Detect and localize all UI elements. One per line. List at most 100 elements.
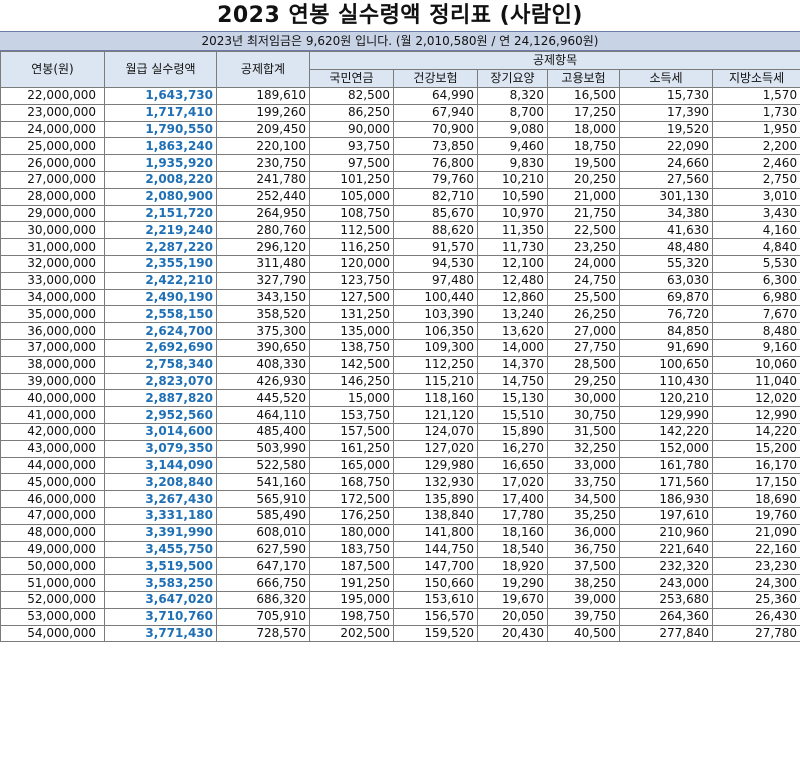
- employment-insurance-cell: 37,500: [547, 557, 620, 576]
- long-term-care-cell: 9,080: [477, 120, 548, 139]
- employment-insurance-cell: 33,750: [547, 473, 620, 492]
- health-insurance-cell: 103,390: [393, 305, 478, 324]
- local-income-tax-cell: 7,670: [711, 305, 800, 324]
- employment-insurance-cell: 31,500: [547, 422, 620, 441]
- table-row: 47,000,000 3,331,180 585,490 176,250 138,840…: [0, 506, 800, 525]
- net-pay-cell: 1,790,550: [104, 120, 217, 139]
- national-pension-cell: 195,000: [309, 590, 394, 609]
- health-insurance-cell: 129,980: [393, 456, 478, 475]
- net-pay-cell: 3,079,350: [104, 439, 217, 458]
- health-insurance-cell: 112,250: [393, 355, 478, 374]
- employment-insurance-cell: 24,750: [547, 271, 620, 290]
- health-insurance-cell: 132,930: [393, 473, 478, 492]
- salary-cell: 25,000,000: [0, 137, 105, 156]
- local-income-tax-cell: 6,300: [711, 271, 800, 290]
- local-income-tax-cell: 5,530: [711, 254, 800, 273]
- table-row: 22,000,000 1,643,730 189,610 82,500 64,990 8,…: [0, 87, 800, 105]
- health-insurance-cell: 138,840: [393, 506, 478, 525]
- national-pension-cell: 157,500: [309, 422, 394, 441]
- national-pension-cell: 180,000: [309, 523, 394, 542]
- local-income-tax-cell: 3,010: [711, 187, 800, 206]
- net-pay-cell: 2,758,340: [104, 355, 217, 374]
- income-tax-cell: 152,000: [619, 439, 713, 458]
- employment-insurance-cell: 18,000: [547, 120, 620, 139]
- net-pay-cell: 2,692,690: [104, 338, 217, 357]
- table-row: 44,000,000 3,144,090 522,580 165,000 129,980…: [0, 456, 800, 475]
- deduction-total-cell: 189,610: [216, 87, 310, 105]
- employment-insurance-cell: 34,500: [547, 490, 620, 508]
- local-income-tax-cell: 24,300: [711, 574, 800, 592]
- salary-cell: 24,000,000: [0, 120, 105, 139]
- local-income-tax-cell: 21,090: [711, 523, 800, 542]
- net-pay-cell: 2,080,900: [104, 187, 217, 206]
- deduction-total-cell: 408,330: [216, 355, 310, 374]
- employment-insurance-cell: 24,000: [547, 254, 620, 273]
- employment-insurance-cell: 36,000: [547, 523, 620, 542]
- health-insurance-cell: 76,800: [393, 154, 478, 172]
- local-income-tax-cell: 1,570: [711, 87, 800, 105]
- income-tax-cell: 22,090: [619, 137, 713, 156]
- deduction-total-cell: 728,570: [216, 624, 310, 643]
- salary-cell: 53,000,000: [0, 607, 105, 626]
- net-pay-cell: 3,331,180: [104, 506, 217, 525]
- health-insurance-cell: 94,530: [393, 254, 478, 273]
- employment-insurance-cell: 17,250: [547, 103, 620, 122]
- table-row: 45,000,000 3,208,840 541,160 168,750 132,930…: [0, 473, 800, 492]
- net-pay-cell: 2,008,220: [104, 170, 217, 189]
- salary-cell: 47,000,000: [0, 506, 105, 525]
- income-tax-cell: 100,650: [619, 355, 713, 374]
- income-tax-cell: 197,610: [619, 506, 713, 525]
- national-pension-cell: 120,000: [309, 254, 394, 273]
- income-tax-cell: 253,680: [619, 590, 713, 609]
- deduction-total-cell: 327,790: [216, 271, 310, 290]
- long-term-care-cell: 17,020: [477, 473, 548, 492]
- salary-cell: 33,000,000: [0, 271, 105, 290]
- salary-cell: 54,000,000: [0, 624, 105, 643]
- local-income-tax-cell: 12,020: [711, 389, 800, 408]
- deduction-total-cell: 608,010: [216, 523, 310, 542]
- table-row: 50,000,000 3,519,500 647,170 187,500 147,700…: [0, 557, 800, 576]
- net-pay-cell: 1,863,240: [104, 137, 217, 156]
- national-pension-cell: 146,250: [309, 372, 394, 391]
- employment-insurance-cell: 30,750: [547, 406, 620, 424]
- local-income-tax-cell: 10,060: [711, 355, 800, 374]
- local-income-tax-cell: 2,750: [711, 170, 800, 189]
- employment-insurance-cell: 39,750: [547, 607, 620, 626]
- deduction-total-cell: 705,910: [216, 607, 310, 626]
- employment-insurance-cell: 20,250: [547, 170, 620, 189]
- salary-cell: 34,000,000: [0, 288, 105, 307]
- income-tax-cell: 15,730: [619, 87, 713, 105]
- local-income-tax-cell: 11,040: [711, 372, 800, 391]
- net-pay-cell: 2,287,220: [104, 238, 217, 256]
- long-term-care-cell: 13,620: [477, 322, 548, 340]
- net-pay-cell: 2,558,150: [104, 305, 217, 324]
- local-income-tax-cell: 4,840: [711, 238, 800, 256]
- income-tax-cell: 277,840: [619, 624, 713, 643]
- net-pay-cell: 2,624,700: [104, 322, 217, 340]
- local-income-tax-cell: 18,690: [711, 490, 800, 508]
- deduction-total-cell: 485,400: [216, 422, 310, 441]
- salary-cell: 46,000,000: [0, 490, 105, 508]
- table-row: 35,000,000 2,558,150 358,520 131,250 103,390…: [0, 305, 800, 324]
- deduction-total-cell: 445,520: [216, 389, 310, 408]
- health-insurance-cell: 64,990: [393, 87, 478, 105]
- long-term-care-cell: 8,320: [477, 87, 548, 105]
- header-net-pay: 월급 실수령액: [104, 51, 217, 88]
- deduction-total-cell: 199,260: [216, 103, 310, 122]
- salary-cell: 32,000,000: [0, 254, 105, 273]
- long-term-care-cell: 14,750: [477, 372, 548, 391]
- table-row: 42,000,000 3,014,600 485,400 157,500 124,070…: [0, 422, 800, 441]
- salary-cell: 48,000,000: [0, 523, 105, 542]
- income-tax-cell: 186,930: [619, 490, 713, 508]
- net-pay-cell: 3,647,020: [104, 590, 217, 609]
- long-term-care-cell: 18,160: [477, 523, 548, 542]
- national-pension-cell: 97,500: [309, 154, 394, 172]
- salary-cell: 52,000,000: [0, 590, 105, 609]
- employment-insurance-cell: 30,000: [547, 389, 620, 408]
- income-tax-cell: 63,030: [619, 271, 713, 290]
- health-insurance-cell: 115,210: [393, 372, 478, 391]
- net-pay-cell: 1,643,730: [104, 87, 217, 105]
- salary-cell: 39,000,000: [0, 372, 105, 391]
- local-income-tax-cell: 15,200: [711, 439, 800, 458]
- health-insurance-cell: 156,570: [393, 607, 478, 626]
